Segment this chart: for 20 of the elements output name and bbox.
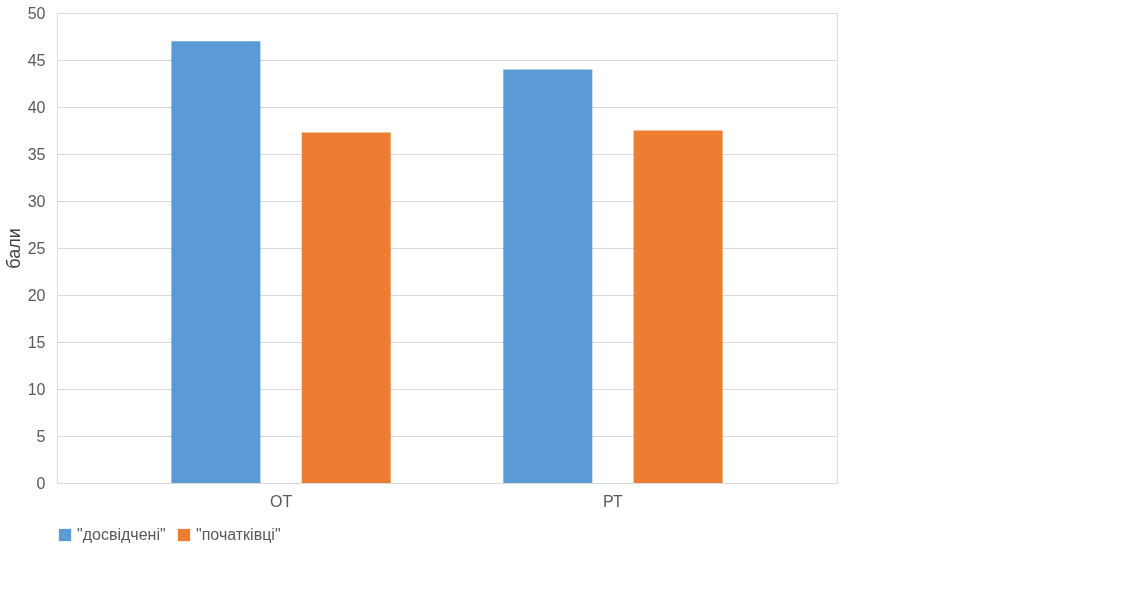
y-tick-label: 30 — [27, 192, 46, 210]
bar — [171, 41, 261, 483]
bar — [503, 69, 593, 483]
x-tick-label: РТ — [603, 492, 624, 510]
y-tick-label: 50 — [27, 4, 46, 22]
legend-label: "початківці" — [196, 526, 281, 543]
bar — [301, 132, 391, 483]
y-tick-label: 25 — [27, 239, 46, 257]
y-tick-label: 35 — [27, 145, 46, 163]
y-tick-label: 45 — [27, 51, 46, 69]
y-tick-label: 5 — [36, 427, 46, 445]
bar — [633, 130, 723, 483]
y-tick-label: 0 — [36, 474, 46, 492]
y-tick-label: 20 — [27, 286, 46, 304]
y-axis-title: бали — [3, 228, 24, 269]
x-tick-label: ОТ — [269, 492, 293, 510]
legend-label: "досвідчені" — [77, 526, 166, 543]
y-tick-label: 40 — [27, 98, 46, 116]
y-tick-label: 10 — [27, 380, 46, 398]
y-tick-label: 15 — [27, 333, 46, 351]
